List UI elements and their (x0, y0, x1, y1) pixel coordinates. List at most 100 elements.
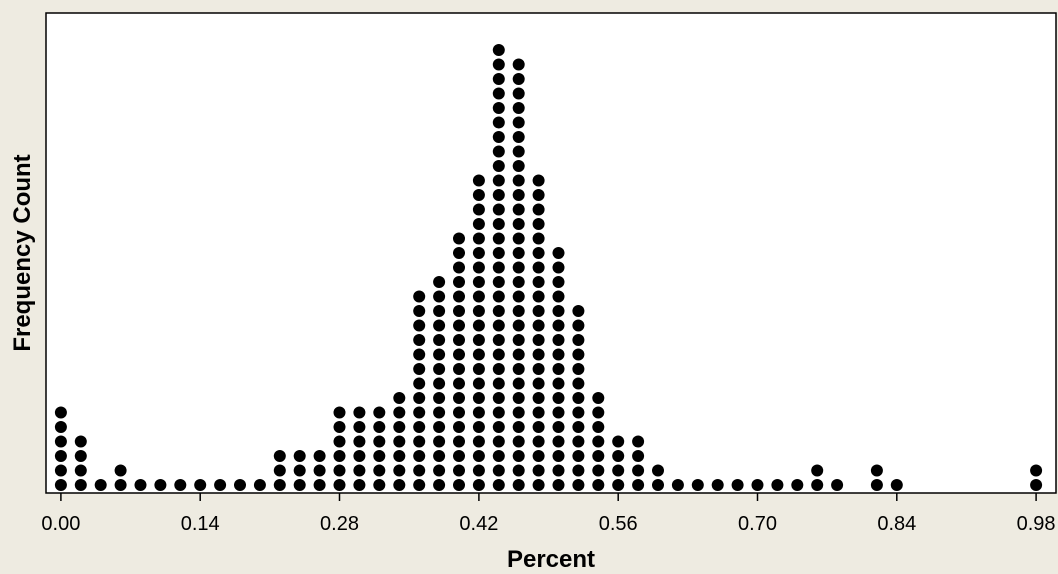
data-dot (134, 479, 147, 491)
data-dot (831, 479, 844, 491)
data-dot (592, 406, 605, 419)
data-dot (731, 479, 744, 491)
data-dot (472, 276, 485, 288)
data-dot (512, 290, 525, 303)
data-dot (333, 479, 346, 491)
data-dot (492, 334, 505, 346)
data-dot (393, 392, 406, 404)
data-dot (612, 464, 625, 477)
data-dot (472, 450, 485, 462)
data-dot (453, 464, 465, 477)
data-dot (453, 406, 465, 419)
data-dot (472, 189, 485, 201)
data-dot (234, 479, 246, 491)
dots-layer (54, 44, 1043, 491)
data-dot (393, 464, 406, 477)
data-dot (572, 464, 585, 477)
data-dot (552, 421, 565, 433)
data-dot (413, 290, 426, 303)
data-dot (532, 305, 545, 317)
data-dot (492, 319, 505, 332)
x-tick-label: 0.84 (877, 513, 916, 535)
data-dot (472, 203, 485, 216)
data-dot (492, 406, 505, 419)
data-dot (433, 406, 446, 419)
data-dot (114, 479, 127, 491)
data-dot (532, 348, 545, 361)
data-dot (353, 464, 366, 477)
data-dot (472, 232, 485, 245)
data-dot (54, 435, 67, 448)
data-dot (194, 479, 207, 491)
data-dot (453, 319, 465, 332)
x-axis-title: Percent (507, 546, 595, 573)
data-dot (532, 479, 545, 491)
x-tick-label: 0.70 (738, 513, 777, 535)
data-dot (512, 232, 525, 245)
data-dot (671, 479, 684, 491)
data-dot (313, 450, 326, 462)
data-dot (393, 421, 406, 433)
data-dot (552, 348, 565, 361)
data-dot (512, 58, 525, 71)
data-dot (472, 305, 485, 317)
data-dot (572, 319, 585, 332)
data-dot (433, 435, 446, 448)
data-dot (532, 261, 545, 274)
data-dot (771, 479, 784, 491)
data-dot (512, 450, 525, 462)
data-dot (512, 174, 525, 187)
data-dot (751, 479, 764, 491)
data-dot (54, 450, 67, 462)
data-dot (492, 305, 505, 317)
data-dot (333, 464, 346, 477)
data-dot (552, 261, 565, 274)
data-dot (433, 450, 446, 462)
data-dot (512, 276, 525, 288)
data-dot (433, 334, 446, 346)
data-dot (393, 406, 406, 419)
data-dot (313, 464, 326, 477)
data-dot (54, 406, 67, 419)
data-dot (572, 421, 585, 433)
data-dot (492, 87, 505, 100)
data-dot (373, 479, 386, 491)
data-dot (453, 392, 465, 404)
data-dot (413, 363, 426, 375)
data-dot (433, 305, 446, 317)
x-tick-label: 0.56 (599, 513, 638, 535)
data-dot (512, 87, 525, 100)
data-dot (472, 348, 485, 361)
data-dot (453, 261, 465, 274)
data-dot (293, 479, 306, 491)
data-dot (552, 290, 565, 303)
data-dot (512, 218, 525, 230)
data-dot (532, 435, 545, 448)
data-dot (54, 479, 67, 491)
data-dot (492, 464, 505, 477)
data-dot (512, 160, 525, 172)
data-dot (552, 319, 565, 332)
data-dot (532, 363, 545, 375)
data-dot (492, 218, 505, 230)
data-dot (492, 421, 505, 433)
data-dot (572, 348, 585, 361)
data-dot (472, 421, 485, 433)
data-dot (592, 421, 605, 433)
data-dot (632, 479, 645, 491)
data-dot (652, 479, 664, 491)
data-dot (532, 189, 545, 201)
data-dot (552, 377, 565, 390)
data-dot (532, 247, 545, 259)
data-dot (552, 334, 565, 346)
data-dot (532, 203, 545, 216)
data-dot (492, 247, 505, 259)
data-dot (293, 464, 306, 477)
data-dot (592, 464, 605, 477)
data-dot (373, 450, 386, 462)
data-dot (413, 305, 426, 317)
data-dot (532, 276, 545, 288)
data-dot (492, 73, 505, 85)
data-dot (453, 276, 465, 288)
